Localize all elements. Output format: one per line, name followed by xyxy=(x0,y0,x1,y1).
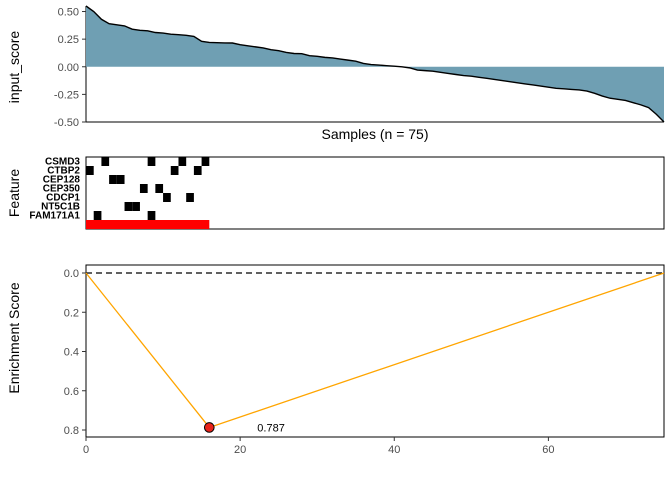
peak-label: 0.787 xyxy=(257,422,285,434)
feature-label: CEP350 xyxy=(43,184,81,195)
enrichment-y-tick-label: 0.4 xyxy=(64,347,79,359)
feature-cell xyxy=(186,193,194,202)
feature-label: CDCP1 xyxy=(46,193,80,204)
feature-label: CSMD3 xyxy=(45,157,80,168)
peak-marker xyxy=(204,422,215,433)
feature-summary-bar xyxy=(86,220,210,229)
feature-cell xyxy=(124,202,133,211)
enrichment-panel-border xyxy=(85,264,665,438)
score-xlabel: Samples (n = 75) xyxy=(322,126,429,142)
feature-cell xyxy=(163,193,171,202)
score-y-tick-label: -0.50 xyxy=(54,117,79,129)
feature-label: FAM171A1 xyxy=(29,211,80,222)
score-y-tick-label: -0.25 xyxy=(54,89,79,101)
feature-cell xyxy=(101,157,110,166)
score-y-tick-label: 0.50 xyxy=(58,7,79,19)
enrichment-x-axis: 0 20 40 60 xyxy=(83,437,555,456)
feature-cell xyxy=(139,184,148,193)
feature-cell xyxy=(109,175,117,184)
enrichment-x-tick-label: 20 xyxy=(234,444,246,456)
score-y-tick-label: 0.00 xyxy=(58,62,79,74)
score-line xyxy=(85,5,665,123)
enrichment-ylabel: Enrichment Score xyxy=(6,282,22,393)
enrichment-x-tick-label: 60 xyxy=(542,444,554,456)
enrichment-y-tick-label: 0.8 xyxy=(64,425,79,437)
enrichment-x-tick-label: 40 xyxy=(388,444,400,456)
feature-label: CTBP2 xyxy=(47,166,80,177)
enrichment-x-tick-label: 0 xyxy=(83,444,89,456)
feature-cell xyxy=(201,157,210,166)
feature-cell xyxy=(86,166,94,175)
feature-cells xyxy=(86,157,210,220)
feature-cell xyxy=(155,184,164,193)
feature-cell xyxy=(193,166,202,175)
score-panel: input_score 0.50 0.25 0.00 -0.25 -0.50 Sampl… xyxy=(6,5,665,142)
feature-panel-border xyxy=(85,156,665,230)
feature-cell xyxy=(93,211,102,220)
enrichment-y-tick-label: 0.6 xyxy=(64,386,79,398)
enrichment-y-axis: 0.0 0.2 0.4 0.6 0.8 xyxy=(64,268,86,437)
feature-cell xyxy=(147,157,156,166)
score-y-axis: 0.50 0.25 0.00 -0.25 -0.50 xyxy=(54,6,87,129)
feature-cell xyxy=(132,202,140,211)
enrichment-panel: Enrichment Score 0.0 0.2 0.4 0.6 0.8 0 20 40 60… xyxy=(6,264,665,456)
score-area xyxy=(86,6,664,122)
feature-cell xyxy=(178,157,187,166)
feature-label: NT5C1B xyxy=(41,202,80,213)
feature-label: CEP128 xyxy=(43,175,81,186)
feature-panel: Feature CSMD3CTBP2CEP128CEP350CDCP1NT5C1… xyxy=(6,156,665,230)
enrichment-line xyxy=(85,272,665,429)
enrichment-y-tick-label: 0.0 xyxy=(64,268,79,280)
score-ylabel: input_score xyxy=(6,31,22,104)
feature-cell xyxy=(147,211,156,220)
score-y-tick-label: 0.25 xyxy=(58,34,79,46)
enrichment-y-tick-label: 0.2 xyxy=(64,307,79,319)
feature-labels: CSMD3CTBP2CEP128CEP350CDCP1NT5C1BFAM171A… xyxy=(29,157,80,222)
feature-cell xyxy=(116,175,125,184)
feature-cell xyxy=(170,166,179,175)
feature-ylabel: Feature xyxy=(6,169,22,217)
